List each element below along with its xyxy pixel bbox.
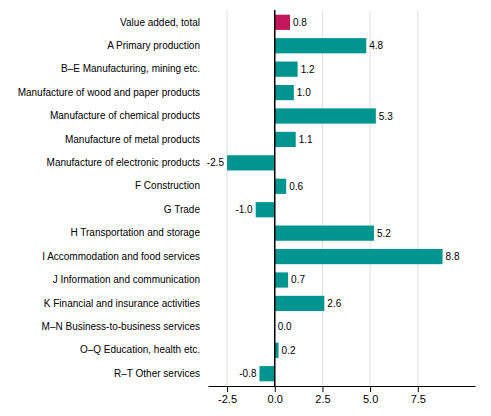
y-tick: Manufacture of wood and paper products	[18, 87, 200, 98]
y-tick: I Accommodation and food services	[42, 251, 200, 262]
data-label: 1.0	[297, 87, 311, 98]
category-label: A Primary production	[107, 40, 200, 51]
y-tick: M–N Business-to-business services	[42, 321, 200, 332]
y-tick: A Primary production	[107, 40, 200, 51]
y-tick: G Trade	[164, 204, 201, 215]
grid	[227, 10, 418, 386]
bar	[227, 155, 275, 170]
category-label: Manufacture of chemical products	[50, 110, 200, 121]
category-label: G Trade	[164, 204, 201, 215]
data-label: 5.2	[377, 228, 391, 239]
y-tick: F Construction	[135, 180, 200, 191]
grid-line	[370, 10, 371, 386]
bar	[275, 179, 286, 194]
baseline	[274, 10, 276, 386]
category-label: Value added, total	[120, 16, 200, 27]
data-label: -1.0	[235, 204, 253, 215]
chart: -2.5 0.0 2.5 5.0 7.5 Value added, total A Prim…	[0, 0, 491, 416]
data-label: 0.6	[289, 181, 303, 192]
x-tick: 5.0	[363, 386, 378, 405]
data-label: 0.7	[291, 274, 305, 285]
y-tick: K Financial and insurance activities	[44, 298, 200, 309]
grid-line	[227, 10, 228, 386]
category-label: R–T Other services	[114, 368, 200, 379]
y-tick: R–T Other services	[114, 368, 200, 379]
data-label: 2.6	[327, 298, 341, 309]
data-label: 0.8	[293, 17, 307, 28]
category-label: B–E Manufacturing, mining etc.	[61, 63, 200, 74]
x-tick-mark	[418, 386, 419, 392]
data-label: -2.5	[207, 157, 225, 168]
bar	[275, 108, 376, 123]
x-tick-label: 5.0	[363, 393, 378, 405]
category-label: O–Q Education, health etc.	[80, 344, 200, 355]
category-label: F Construction	[135, 180, 200, 191]
x-tick: 2.5	[315, 386, 330, 405]
x-tick-mark	[227, 386, 228, 392]
bar	[275, 272, 288, 287]
x-tick-label: 0.0	[268, 393, 283, 405]
data-label: 8.8	[446, 251, 460, 262]
y-tick: B–E Manufacturing, mining etc.	[61, 63, 200, 74]
x-tick-label: -2.5	[218, 393, 237, 405]
bar	[275, 85, 294, 100]
grid-line	[322, 10, 323, 386]
bar	[275, 38, 367, 53]
x-axis-line	[209, 386, 476, 387]
y-tick: Value added, total	[120, 16, 200, 27]
data-label: -0.8	[239, 368, 257, 379]
category-label: I Accommodation and food services	[42, 251, 200, 262]
grid-line	[274, 10, 275, 386]
category-label: Manufacture of electronic products	[47, 157, 200, 168]
data-label: 4.8	[369, 40, 383, 51]
y-tick: Manufacture of chemical products	[50, 110, 200, 121]
x-tick: -2.5	[218, 386, 237, 405]
x-axis: -2.5 0.0 2.5 5.0 7.5	[209, 386, 476, 405]
x-tick-label: 2.5	[315, 393, 330, 405]
x-tick: 0.0	[268, 386, 283, 405]
category-label: H Transportation and storage	[70, 227, 200, 238]
x-tick: 7.5	[411, 386, 426, 405]
plot: -2.5 0.0 2.5 5.0 7.5 Value added, total A Prim…	[18, 10, 476, 405]
x-tick-mark	[275, 386, 276, 392]
bar	[275, 226, 374, 241]
bar	[256, 202, 275, 217]
category-label: Manufacture of metal products	[65, 134, 200, 145]
category-label: J Information and communication	[53, 274, 200, 285]
data-label: 1.2	[301, 64, 315, 75]
data-label: 1.1	[299, 134, 313, 145]
grid-line	[417, 10, 418, 386]
category-label: Manufacture of wood and paper products	[18, 87, 200, 98]
data-label: 0.2	[282, 345, 296, 356]
y-tick: J Information and communication	[53, 274, 200, 285]
x-tick-mark	[322, 386, 323, 392]
category-label: K Financial and insurance activities	[44, 298, 200, 309]
data-label: 0.0	[278, 321, 292, 332]
bar	[275, 15, 290, 30]
y-tick: O–Q Education, health etc.	[80, 344, 200, 355]
category-label: M–N Business-to-business services	[42, 321, 200, 332]
bars	[227, 10, 443, 386]
y-axis: Value added, total A Primary production B–…	[18, 16, 201, 378]
y-tick: Manufacture of metal products	[65, 134, 200, 145]
data-label: 5.3	[379, 111, 393, 122]
x-tick-mark	[370, 386, 371, 392]
y-tick: H Transportation and storage	[70, 227, 200, 238]
x-tick-label: 7.5	[411, 393, 426, 405]
y-tick: Manufacture of electronic products	[47, 157, 200, 168]
bar	[275, 132, 296, 147]
bar	[275, 62, 298, 77]
bar	[275, 249, 443, 264]
bar	[275, 296, 325, 311]
bar	[259, 366, 274, 381]
data-labels: 0.8 4.8 1.2 1.0 5.3 1.1 -2.5 0.6 -1.0 5.2 8.8 0.7 2.…	[207, 17, 460, 379]
